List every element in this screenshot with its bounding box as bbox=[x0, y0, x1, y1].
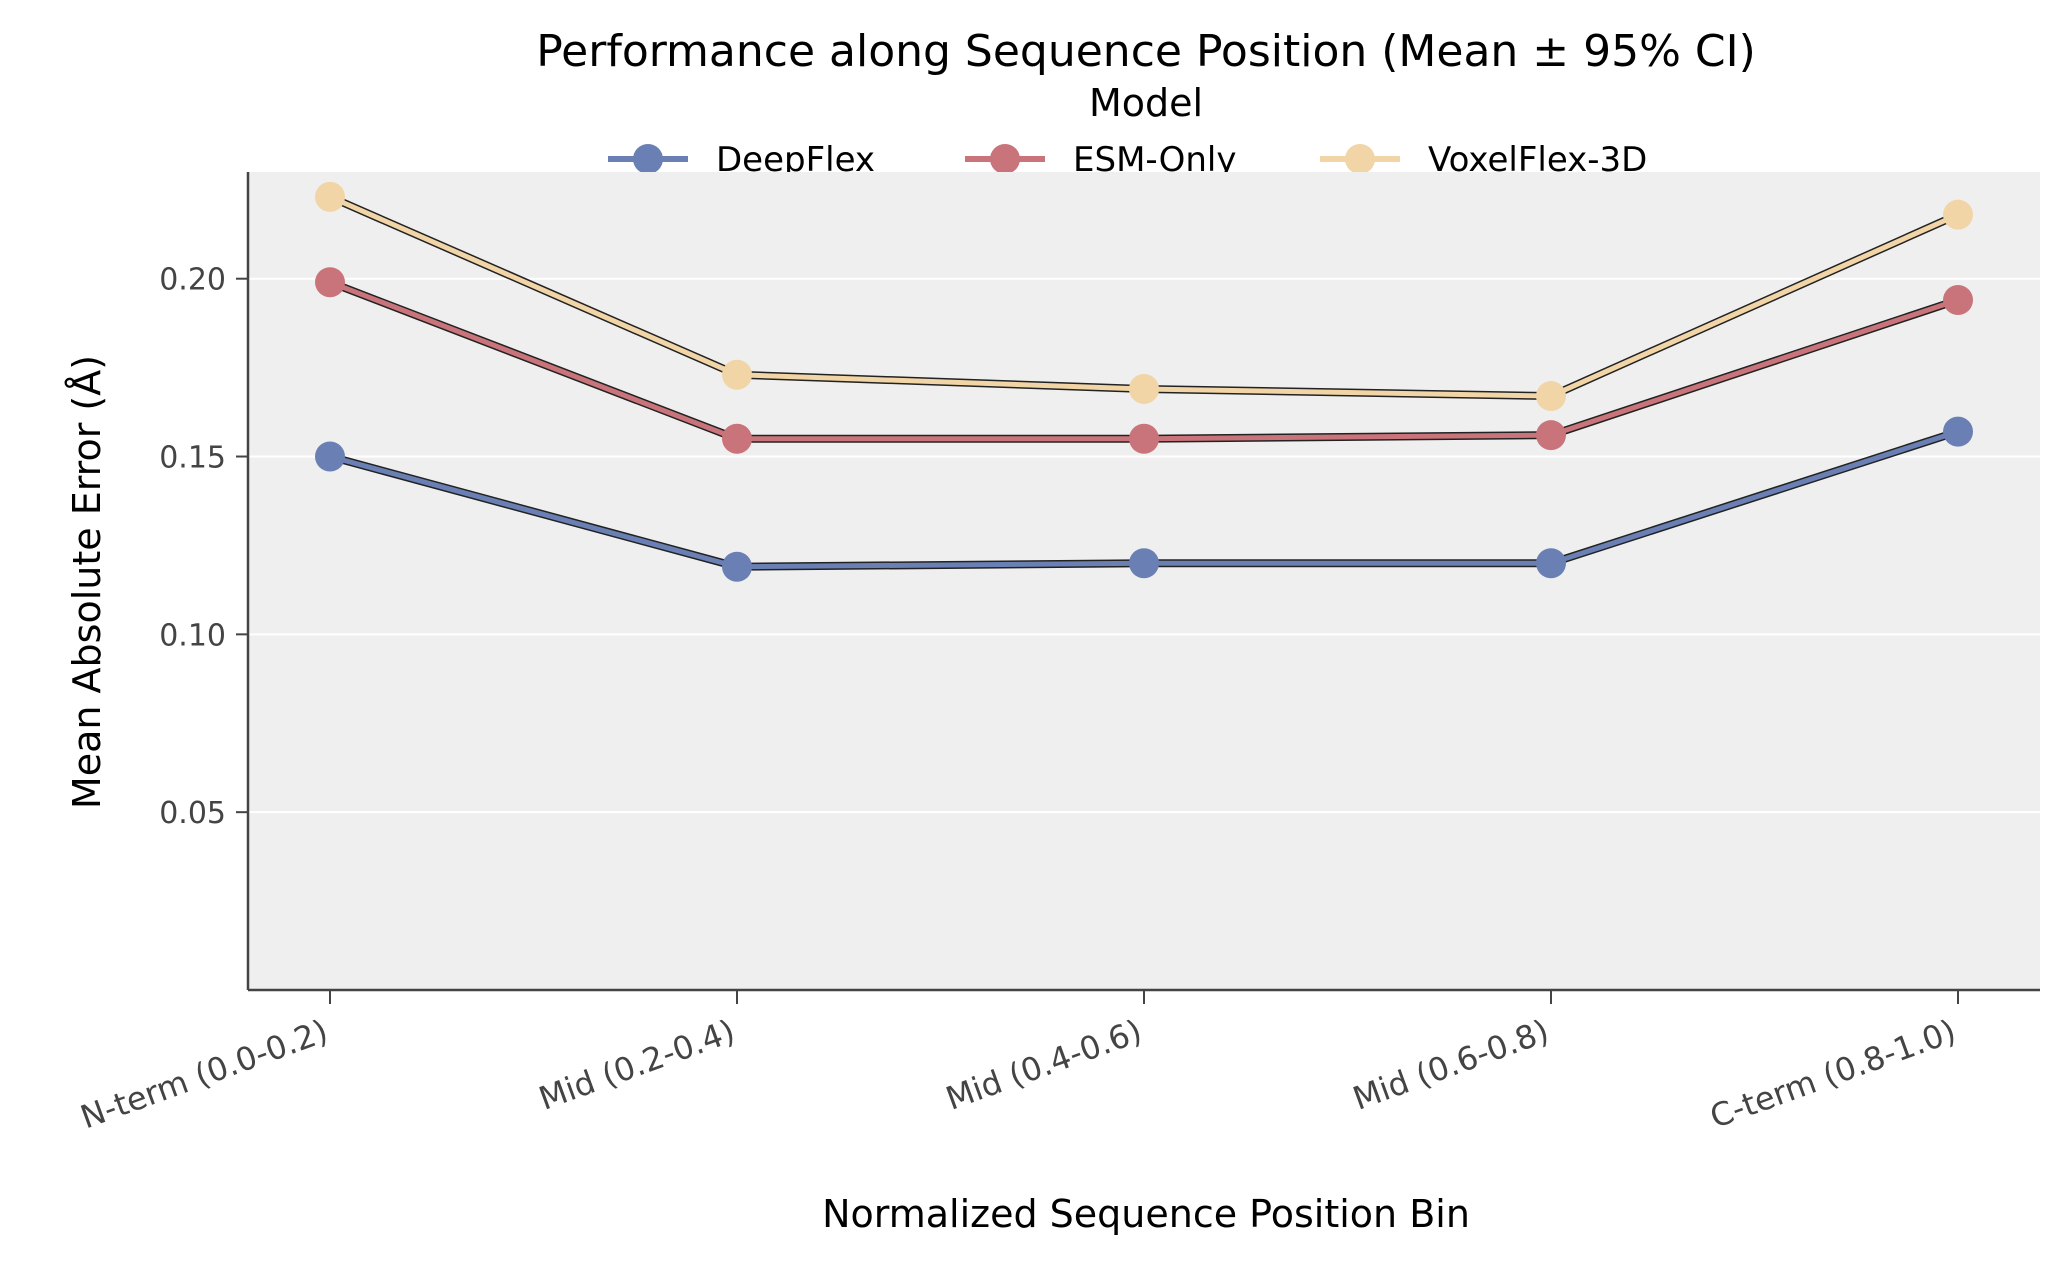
series-esm-only bbox=[315, 267, 1973, 454]
x-axis-ticks: N-term (0.0-0.2) Mid (0.2-0.4) Mid (0.4-0.… bbox=[75, 990, 1961, 1137]
y-tick-label: 0.20 bbox=[159, 263, 226, 298]
x-tick-label: Mid (0.6-0.8) bbox=[1348, 1012, 1554, 1118]
x-tick-label: C-term (0.8-1.0) bbox=[1705, 1012, 1961, 1136]
legend-marker bbox=[1345, 144, 1375, 174]
data-point bbox=[1536, 548, 1566, 579]
y-tick-label: 0.10 bbox=[159, 618, 226, 653]
y-axis-ticks: 0.05 0.10 0.15 0.20 bbox=[159, 263, 248, 831]
legend-title: Model bbox=[1089, 81, 1203, 125]
data-point bbox=[1536, 381, 1566, 412]
legend: Model DeepFlex ESM-Only VoxelFlex-3D bbox=[608, 81, 1647, 180]
data-point bbox=[722, 551, 752, 582]
data-point bbox=[722, 423, 752, 454]
legend-marker bbox=[990, 144, 1020, 174]
series-voxelflex-3d bbox=[315, 181, 1973, 412]
x-tick-label: N-term (0.0-0.2) bbox=[75, 1012, 332, 1137]
data-point bbox=[1943, 199, 1973, 230]
data-point bbox=[1943, 416, 1973, 447]
x-tick-label: Mid (0.4-0.6) bbox=[941, 1012, 1147, 1118]
legend-marker bbox=[633, 144, 663, 174]
chart-title: Performance along Sequence Position (Mea… bbox=[536, 26, 1756, 77]
gridlines bbox=[248, 277, 2040, 814]
x-tick-label: Mid (0.2-0.4) bbox=[534, 1012, 740, 1118]
series-layer bbox=[315, 181, 1973, 582]
data-point bbox=[315, 441, 345, 472]
data-point bbox=[722, 359, 752, 390]
data-point bbox=[1129, 423, 1159, 454]
data-point bbox=[315, 181, 345, 212]
series-deepflex bbox=[315, 416, 1973, 582]
data-point bbox=[1129, 373, 1159, 404]
y-tick-label: 0.15 bbox=[159, 441, 226, 476]
data-point bbox=[1536, 420, 1566, 451]
x-axis-label: Normalized Sequence Position Bin bbox=[822, 1192, 1470, 1236]
y-axis-label: Mean Absolute Error (Å) bbox=[65, 355, 109, 809]
data-point bbox=[1129, 548, 1159, 579]
y-tick-label: 0.05 bbox=[159, 796, 226, 831]
data-point bbox=[315, 267, 345, 298]
data-point bbox=[1943, 285, 1973, 316]
